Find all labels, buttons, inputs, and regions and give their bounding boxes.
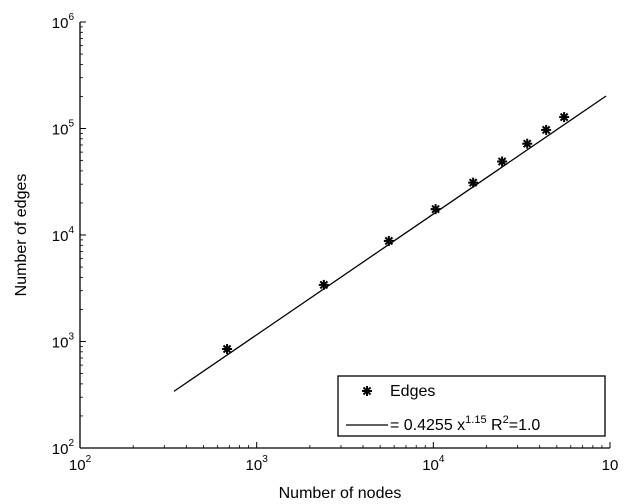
legend: Edges = 0.4255 x1.15 R2=1.0 xyxy=(337,375,606,437)
y-axis-ticks: 102 103 104 105 106 xyxy=(52,12,86,458)
data-point xyxy=(318,279,329,290)
data-point xyxy=(222,344,233,355)
data-point xyxy=(559,112,570,123)
legend-fit-prefix: = 0.4255 x xyxy=(390,417,465,434)
legend-box xyxy=(337,375,606,437)
legend-edges-label: Edges xyxy=(390,383,435,400)
legend-fit-exponent: 1.15 xyxy=(465,414,486,426)
data-point xyxy=(497,156,508,167)
x-tick-label: 103 xyxy=(246,454,269,474)
y-tick-label: 104 xyxy=(52,225,75,245)
data-point xyxy=(430,204,441,215)
y-tick-label: 105 xyxy=(52,119,75,139)
x-tick-label: 10 xyxy=(602,457,619,474)
legend-asterisk xyxy=(362,386,372,396)
legend-edges-marker xyxy=(362,386,372,396)
x-tick-label: 104 xyxy=(422,454,445,474)
x-axis-ticks: 102 103 104 10 xyxy=(69,442,618,474)
y-tick-label: 106 xyxy=(52,12,75,32)
data-point xyxy=(541,124,552,135)
y-tick-label: 103 xyxy=(52,332,75,352)
x-tick-label: 102 xyxy=(69,454,92,474)
legend-fit-suffix: =1.0 xyxy=(509,417,541,434)
data-point xyxy=(383,235,394,246)
y-tick-label: 102 xyxy=(52,438,75,458)
legend-fit-r-exponent: 2 xyxy=(503,414,509,426)
data-point xyxy=(468,177,479,188)
legend-fit-label: = 0.4255 x1.15 R2=1.0 xyxy=(390,414,540,434)
x-axis-title: Number of nodes xyxy=(279,485,402,502)
data-point xyxy=(522,138,533,149)
legend-fit-r: R xyxy=(487,417,503,434)
fit-line-series xyxy=(173,95,607,392)
fit-line xyxy=(173,95,607,392)
edges-series xyxy=(222,112,570,355)
y-axis-title: Number of edges xyxy=(13,174,30,297)
